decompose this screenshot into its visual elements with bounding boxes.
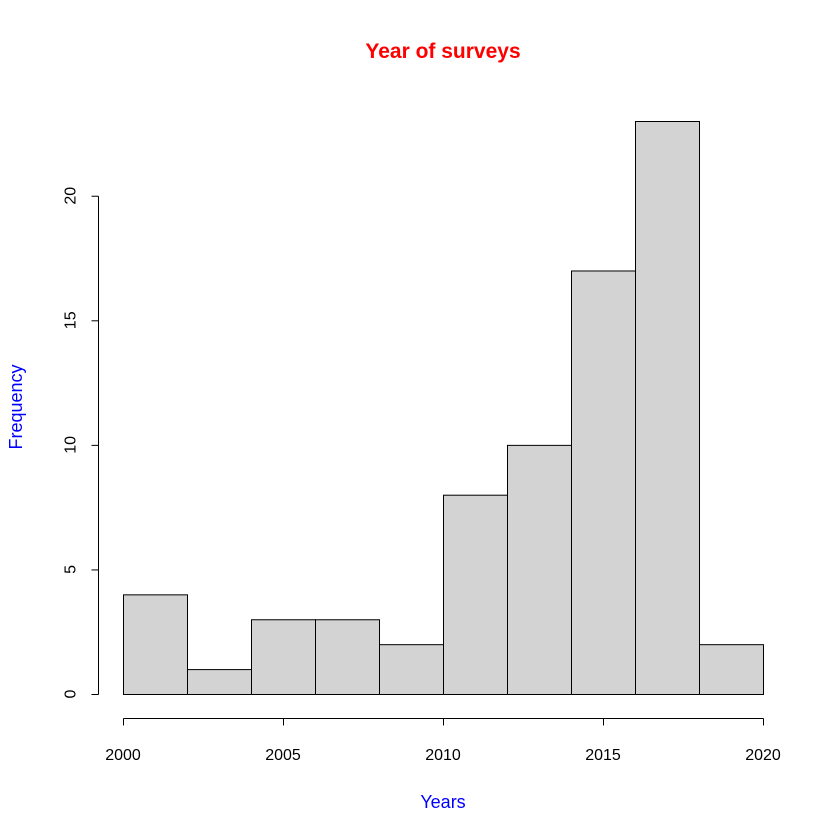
x-tick-label: 2015 [585,747,621,764]
histogram-bar [315,619,380,695]
histogram-bar [443,494,508,695]
chart-title: Year of surveys [365,40,520,63]
histogram-bar [379,644,444,695]
y-tick-label: 0 [63,689,80,698]
histogram-bar [635,121,700,695]
x-tick-label: 2005 [265,747,301,764]
histogram-bar [571,270,636,695]
y-tick-label: 20 [63,187,80,205]
bars-group [123,121,764,696]
y-tick-label: 10 [63,436,80,454]
histogram-bar [251,619,316,695]
x-tick-label: 2010 [425,747,461,764]
y-tick-label: 5 [63,565,80,574]
x-axis: 2000 2005 2010 2015 2020 [105,718,781,764]
y-axis-label: Frequency [6,364,26,449]
x-tick-label: 2020 [745,747,781,764]
histogram-bar [123,594,188,696]
histogram-bar [699,644,764,695]
y-axis: 0 5 10 15 20 [63,187,99,698]
x-tick-label: 2000 [105,747,141,764]
histogram-bar [187,669,252,696]
histogram-bar [507,444,572,695]
x-axis-label: Years [420,792,465,812]
y-tick-label: 15 [63,311,80,329]
